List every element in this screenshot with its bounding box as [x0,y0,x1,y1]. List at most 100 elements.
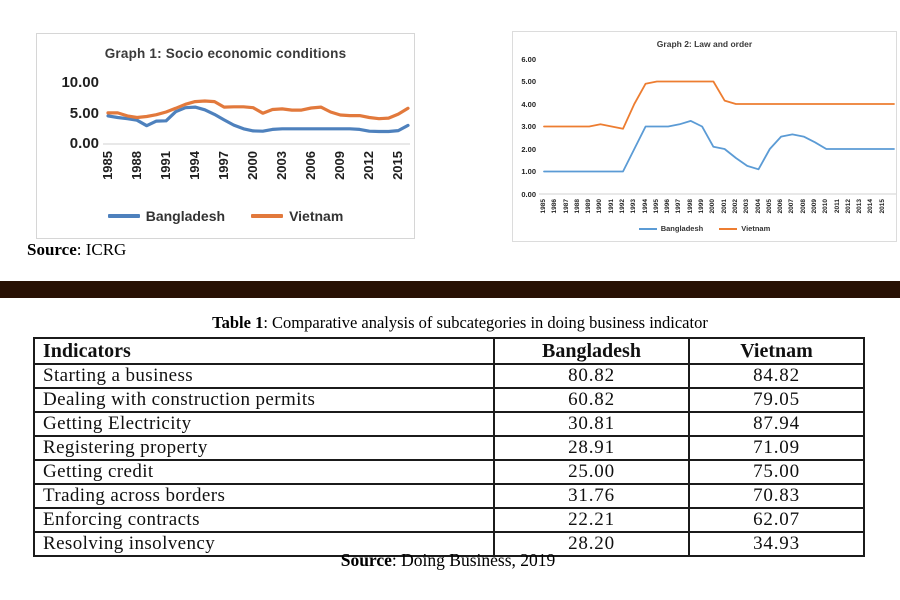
value-cell: 60.82 [493,387,690,413]
indicator-cell: Trading across borders [33,483,495,509]
graph1-title: Graph 1: Socio economic conditions [104,46,347,61]
y-tick-label: 4.00 [521,99,536,109]
value-cell: 70.83 [688,483,865,509]
y-tick-label: 6.00 [521,54,536,64]
value-cell: 30.81 [493,411,690,437]
indicator-cell: Registering property [33,435,495,461]
x-tick-label: 2012 [361,151,377,180]
chart-canvas [103,99,410,145]
x-tick-label: 2015 [390,151,406,180]
x-tick-label: 2003 [743,199,751,214]
table-header-cell: Indicators [33,337,495,365]
source-label: Source [340,550,392,570]
x-tick-label: 1994 [187,151,203,180]
value-cell: 22.21 [493,507,690,533]
graph1-legend: Bangladesh Vietnam [37,208,414,224]
table-caption: Table 1: Comparative analysis of subcate… [40,313,880,333]
x-tick-label: 2012 [844,199,852,214]
y-tick-label: 5.00 [521,77,536,86]
x-tick-label: 1989 [585,199,593,214]
table-row: Registering property 28.91 71.09 [33,435,865,461]
line-series-vietnam [106,99,410,121]
x-tick-label: 2001 [720,199,728,214]
source-text: : ICRG [76,240,127,259]
legend-item-bangladesh: Bangladesh [638,224,704,233]
value-cell: 28.20 [493,531,690,557]
x-tick-label: 1993 [630,199,638,214]
table-row: Getting credit 25.00 75.00 [33,459,865,485]
vietnam-line-swatch [251,214,284,218]
value-cell: 28.91 [493,435,690,461]
bangladesh-line-swatch [638,227,657,230]
doing-business-table: Indicators Bangladesh Vietnam Starting a b… [33,337,865,557]
table-row: Resolving insolvency 28.20 34.93 [33,531,865,557]
x-tick-label: 2010 [822,199,830,214]
x-tick-label: 2014 [867,199,875,214]
indicator-cell: Dealing with construction permits [33,387,495,413]
x-tick-label: 1999 [698,199,706,214]
y-tick-label: 1.00 [521,167,536,176]
value-cell: 79.05 [688,387,865,413]
indicator-cell: Resolving insolvency [33,531,495,557]
y-tick-label: 0.00 [69,135,99,152]
table-body: Starting a business 80.82 84.82 Dealing wit… [33,363,865,557]
table-header-cell: Vietnam [688,337,865,365]
x-tick-label: 2003 [274,151,290,180]
indicator-cell: Getting Electricity [33,411,495,437]
table-caption-bold: Table 1 [212,313,264,332]
x-tick-label: 2005 [765,199,773,214]
x-tick-label: 1985 [540,199,547,214]
x-tick-label: 1986 [551,199,559,214]
indicator-cell: Starting a business [33,363,495,389]
graph2-legend: Bangladesh Vietnam [513,224,896,233]
x-tick-label: 1992 [619,199,627,214]
value-cell: 75.00 [688,459,865,485]
legend-item-vietnam: Vietnam [719,224,770,233]
legend-label-bangladesh: Bangladesh [660,224,704,233]
x-tick-label: 1997 [216,151,232,180]
graph1-plot-area: 0.00 5.00 10.00 1985 1988 1991 1994 1997 2000 200… [37,34,414,238]
legend-label-vietnam: Vietnam [741,224,771,233]
value-cell: 71.09 [688,435,865,461]
line-series-vietnam [543,80,895,130]
table-caption-text: : Comparative analysis of subcategories … [263,313,708,332]
x-tick-label: 1988 [129,151,145,180]
graph1-source-note: Source: ICRG [27,240,126,260]
table-row: Dealing with construction permits 60.82 79… [33,387,865,413]
table-row: Starting a business 80.82 84.82 [33,363,865,389]
table-row: Getting Electricity 30.81 87.94 [33,411,865,437]
x-tick-label: 2006 [303,151,319,180]
x-tick-label: 2007 [788,199,796,214]
bangladesh-line-swatch [107,214,140,218]
chart-canvas [539,80,896,195]
indicator-cell: Enforcing contracts [33,507,495,533]
x-tick-label: 1994 [641,199,649,214]
graph2-title: Graph 2: Law and order [656,39,753,49]
x-tick-label: 2009 [810,199,818,214]
source-text: : Doing Business, 2019 [391,550,556,570]
x-tick-label: 1990 [596,199,604,214]
table-header-cell: Bangladesh [493,337,690,365]
x-tick-label: 1988 [573,199,581,214]
legend-label-bangladesh: Bangladesh [145,208,226,224]
x-tick-label: 1997 [675,199,683,214]
indicator-cell: Getting credit [33,459,495,485]
x-tick-label: 1985 [100,151,115,180]
x-tick-label: 2006 [777,199,785,214]
x-tick-label: 1991 [158,151,174,180]
x-tick-label: 2008 [799,199,807,214]
x-tick-label: 1995 [652,199,660,214]
x-tick-label: 1987 [562,199,570,214]
x-tick-label: 1991 [607,199,615,214]
x-tick-label: 2002 [731,199,739,214]
x-tick-label: 2015 [878,199,886,214]
y-tick-label: 5.00 [69,104,99,122]
x-tick-label: 1998 [686,199,694,214]
table-source-note: Source: Doing Business, 2019 [33,550,863,571]
y-tick-label: 3.00 [521,122,536,131]
y-tick-label: 10.00 [61,74,99,91]
x-tick-label: 2000 [709,199,717,214]
x-tick-label: 2011 [833,199,841,214]
graph2-law-and-order-panel: 0.00 1.00 2.00 3.00 4.00 5.00 6.00 1985 1986 1987… [512,31,897,242]
x-tick-label: 1996 [664,199,672,214]
